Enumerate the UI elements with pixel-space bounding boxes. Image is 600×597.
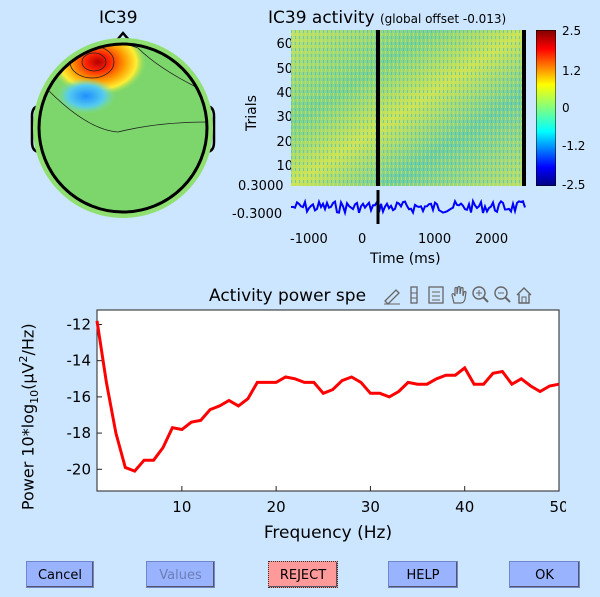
ok-button[interactable]: OK — [509, 561, 580, 588]
erp-xtick: 0 — [358, 232, 367, 247]
erp-ytick: 20 — [276, 135, 293, 150]
colorbar-tick: 2.5 — [562, 24, 582, 38]
insert-legend-icon[interactable] — [426, 284, 446, 306]
erp-ytick: 50 — [276, 62, 293, 77]
y-tick-label: -18 — [67, 424, 92, 442]
erp-xtick: 1000 — [418, 232, 452, 247]
head-outline — [37, 42, 209, 214]
spectrum-ylabel-wrap: Power 10*log10(μV2/Hz) — [14, 310, 44, 520]
x-tick-label: 50 — [549, 498, 566, 516]
plot-area — [96, 309, 560, 492]
erp-ylabel-wrap: Trials — [244, 95, 264, 135]
erp-trace[interactable] — [291, 190, 526, 224]
erp-title-main: IC39 activity — [268, 8, 375, 28]
spectrum-xlabel: Frequency (Hz) — [264, 523, 392, 543]
insert-colorbar-icon[interactable] — [404, 284, 424, 306]
erp-title-offset: (global offset -0.013) — [380, 12, 507, 26]
ylabel-end: /Hz) — [18, 323, 38, 356]
colorbar-tick: 1.2 — [562, 64, 582, 78]
ylabel-main: Power 10*log — [18, 403, 38, 511]
help-button[interactable]: HELP — [388, 561, 458, 588]
erp-ytick: 10 — [276, 159, 293, 174]
erp-title: IC39 activity (global offset -0.013) — [268, 8, 506, 28]
edit-plot-icon[interactable] — [382, 284, 402, 306]
y-tick-label: -14 — [67, 352, 92, 370]
erp-yticks: 60 50 40 30 20 10 — [265, 30, 293, 190]
spectrum-ylabel: Power 10*log10(μV2/Hz) — [17, 312, 41, 522]
y-tick-label: -12 — [67, 315, 92, 333]
ylabel-sub: 10 — [27, 389, 41, 404]
scalp-topography[interactable] — [28, 30, 218, 220]
erp-xtick: 2000 — [475, 232, 509, 247]
spectrum-title: Activity power spe — [209, 286, 367, 306]
pan-icon[interactable] — [448, 284, 468, 306]
erp-ytick: 60 — [276, 37, 293, 52]
trace-tick-bottom: -0.3000 — [232, 207, 283, 222]
erp-ytick: 30 — [276, 110, 293, 125]
zoom-out-icon[interactable] — [492, 284, 512, 306]
x-tick-label: 20 — [267, 498, 286, 516]
ylabel-tail: (μV — [18, 362, 38, 390]
topo-title: IC39 — [99, 8, 138, 28]
colorbar-tick: 0 — [562, 101, 570, 115]
values-button[interactable]: Values — [146, 561, 215, 588]
erp-xtick: -1000 — [290, 232, 328, 247]
erp-xticks: -1000 0 1000 2000 — [290, 232, 530, 250]
erp-ylabel: Trials — [243, 95, 260, 131]
y-tick-label: -20 — [67, 460, 92, 478]
power-spectrum-chart[interactable]: 10 20 30 40 50 -12 -14 -16 -18 -20 Frequency (Hz) — [56, 308, 566, 548]
colorbar-tick: -2.5 — [562, 178, 586, 192]
y-tick-label: -16 — [67, 388, 92, 406]
x-tick-label: 30 — [361, 498, 380, 516]
cancel-button[interactable]: Cancel — [26, 561, 94, 588]
trace-tick-top: 0.3000 — [238, 179, 284, 194]
ylabel-sup: 2 — [17, 355, 31, 363]
zoom-in-icon[interactable] — [470, 284, 490, 306]
home-icon[interactable] — [514, 284, 534, 306]
x-tick-label: 40 — [455, 498, 474, 516]
colorbar-tick: -1.2 — [562, 139, 586, 153]
reject-button[interactable]: REJECT — [268, 561, 338, 588]
x-tick-label: 10 — [172, 498, 191, 516]
erp-ytick: 40 — [276, 86, 293, 101]
erp-xlabel: Time (ms) — [370, 251, 441, 267]
spectrum-line — [95, 320, 560, 473]
plot-toolbar — [382, 284, 534, 308]
erp-image-panel[interactable] — [291, 30, 526, 186]
erp-colorbar — [536, 30, 556, 186]
